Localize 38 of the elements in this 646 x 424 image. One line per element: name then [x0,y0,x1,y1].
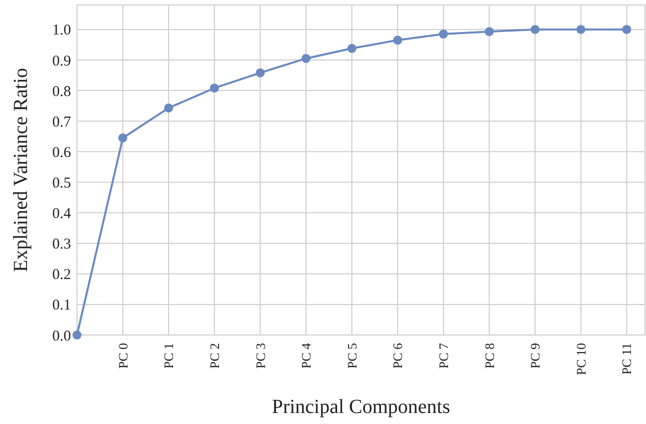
point [347,44,356,53]
y-tick-label: 0.5 [52,175,71,192]
x-tick-label: PC 10 [573,343,588,376]
x-tick-label: PC 4 [298,342,314,369]
y-tick-label: 0.8 [52,84,71,100]
point [164,103,174,112]
point [210,84,219,93]
point [438,30,448,39]
y-tick-label: 0.9 [52,53,71,70]
x-tick-label: PC 9 [528,343,543,369]
x-tick-label: PC 7 [436,342,451,369]
x-tick-label: PC 2 [206,343,222,369]
x-tick-label: PC 11 [619,343,634,375]
y-tick-label: 0.0 [52,328,71,344]
y-tick-label: 0.6 [52,144,72,161]
x-tick-label: PC 8 [482,343,497,369]
y-tick-label: 0.2 [52,267,71,284]
x-tick-label: PC 1 [161,343,176,369]
point [622,24,632,34]
x-tick-label: PC 0 [115,343,130,369]
y-tick-label: 1.0 [52,22,71,39]
y-axis-title: Explained Variance Ratio [10,68,32,272]
point [256,68,265,78]
x-tick-label: PC 6 [390,342,406,369]
y-tick-label: 0.3 [52,236,71,253]
y-tick-label: 0.4 [52,206,72,222]
point [530,24,540,34]
point [118,133,128,142]
x-axis-title: Principal Components [272,396,450,418]
y-tick-label: 0.7 [52,114,72,130]
y-tick-label: 0.1 [52,298,71,314]
x-tick-label: PC 3 [252,343,268,369]
point [72,330,82,340]
x-tick-label: PC 5 [344,343,360,369]
point [393,36,402,45]
point [484,27,494,36]
point [302,54,311,63]
point [576,24,586,34]
